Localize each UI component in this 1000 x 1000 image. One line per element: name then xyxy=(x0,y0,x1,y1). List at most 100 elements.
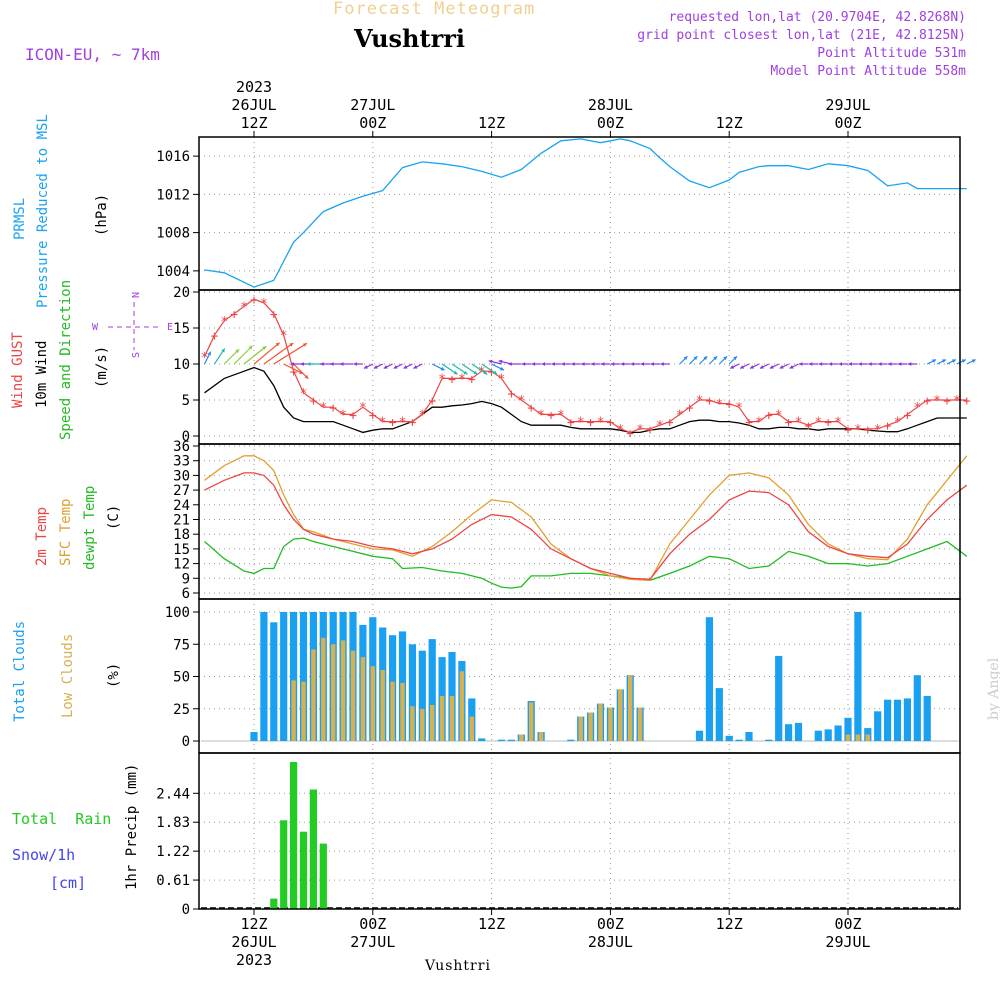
top-time-label: 28JUL xyxy=(588,96,633,114)
wind-direction-arrowhead xyxy=(650,362,654,366)
wind-gust-marker: * xyxy=(359,401,367,416)
wind-direction-arrowhead xyxy=(932,359,937,363)
wind-gust-line xyxy=(203,298,967,434)
wind-gust-marker: * xyxy=(458,372,466,387)
wind-gust-marker: + xyxy=(270,308,278,323)
temp-dewpt-label: dewpt Temp xyxy=(82,486,98,570)
requested-coords: requested lon,lat (20.9704E, 42.8268N) xyxy=(668,10,966,25)
dewpt-temp-line xyxy=(204,537,968,589)
wind-gust-marker: * xyxy=(517,394,525,409)
y-tick-label: 27 xyxy=(173,483,190,499)
wind-gust-marker: * xyxy=(280,329,288,344)
wind-direction-arrow xyxy=(243,345,267,365)
wind-gust-marker: * xyxy=(399,416,407,431)
wind-direction-arrowhead xyxy=(262,346,267,350)
wind-direction-arrowhead xyxy=(848,362,852,366)
wind-direction-arrowhead xyxy=(541,362,545,366)
wind-direction-label: Speed and Direction xyxy=(58,280,74,440)
panel-frame-temp xyxy=(198,443,961,600)
low-clouds-bar xyxy=(360,657,366,741)
rain-bar xyxy=(290,762,298,909)
wind-direction-arrowhead xyxy=(581,362,585,366)
compass-w: W xyxy=(92,322,99,333)
low-clouds-bar xyxy=(519,734,524,741)
wind-direction-arrowhead xyxy=(858,362,862,366)
wind-direction-arrowhead xyxy=(740,365,745,369)
wind-gust-marker: * xyxy=(260,297,268,312)
wind-direction-arrowhead xyxy=(723,356,727,361)
wind-direction-arrowhead xyxy=(888,362,892,366)
wind-direction-arrowhead xyxy=(463,370,468,375)
low-clouds-bar xyxy=(301,681,306,741)
wind-direction-arrowhead xyxy=(600,362,605,366)
wind-unit: (m/s) xyxy=(94,346,110,388)
wind-gust-marker: + xyxy=(567,416,575,431)
precip-unit: 1hr Precip (mm) xyxy=(124,764,140,890)
total-clouds-bar xyxy=(567,739,575,741)
wind-direction-arrowhead xyxy=(620,362,625,366)
total-clouds-bar xyxy=(735,739,743,741)
wind-direction-arrowhead xyxy=(508,362,512,366)
total-clouds-bar xyxy=(775,655,783,741)
y-tick-label: 15 xyxy=(173,321,190,337)
low-clouds-bar xyxy=(845,734,851,741)
total-clouds-bar xyxy=(418,650,426,741)
wind-gust-marker: * xyxy=(339,408,347,423)
total-clouds-bar xyxy=(290,612,298,741)
panel-frame-pressure xyxy=(198,136,961,291)
wind-direction-arrowhead xyxy=(488,359,493,364)
wind-direction-arrowhead xyxy=(483,370,488,375)
wind-direction-arrowhead xyxy=(630,362,635,366)
wind-direction-arrow xyxy=(233,345,253,365)
y-tick-label: 18 xyxy=(173,527,190,543)
wind-gust-marker: * xyxy=(597,416,605,431)
low-clouds-bar xyxy=(598,703,603,741)
top-time-label: 00Z xyxy=(359,114,386,132)
total-clouds-bar xyxy=(299,612,308,741)
total-clouds-bar xyxy=(785,724,793,741)
wind-direction-arrowhead xyxy=(363,365,368,369)
total-clouds-bar xyxy=(794,722,803,741)
wind-direction-arrowhead xyxy=(838,362,842,366)
top-time-label: 12Z xyxy=(240,114,267,132)
wind-gust-marker: * xyxy=(319,401,327,416)
precip-labels: Total Rain Snow/1h [cm] 1hr Precip (mm) xyxy=(12,764,140,892)
wind-direction-arrowhead xyxy=(561,362,565,366)
wind-gust-marker: + xyxy=(606,416,614,431)
total-clouds-bar xyxy=(903,698,911,741)
wind-direction-arrowhead xyxy=(868,362,872,366)
wind-direction-arrowhead xyxy=(750,365,754,369)
total-clouds-bar xyxy=(408,644,416,742)
y-tick-label: 25 xyxy=(173,702,190,718)
wind-direction-arrowhead xyxy=(393,365,398,369)
snow-unit-label: [cm] xyxy=(50,874,86,892)
total-clouds-bar xyxy=(745,732,753,741)
wind-gust-marker: + xyxy=(785,416,793,431)
wind-direction-arrowhead xyxy=(330,362,334,366)
low-clouds-bar xyxy=(865,734,870,741)
wind-gust-marker: * xyxy=(498,372,506,387)
total-clouds-bar xyxy=(834,725,842,741)
wind-gust-label: Wind GUST xyxy=(10,332,26,408)
wind-gust-marker: + xyxy=(923,394,931,409)
bottom-time-label: 12Z xyxy=(240,915,267,933)
pressure-unit: (hPa) xyxy=(94,194,110,236)
clouds-unit: (%) xyxy=(106,663,122,688)
wind-gust-marker: + xyxy=(488,365,496,380)
wind-gust-marker: + xyxy=(646,423,654,438)
y-tick-label: 1004 xyxy=(156,264,190,280)
total-clouds-bar xyxy=(725,735,733,741)
wind-direction-arrowhead xyxy=(897,362,902,366)
y-tick-label: 0 xyxy=(182,734,190,750)
wind-gust-marker: + xyxy=(369,408,377,423)
low-clouds-bar xyxy=(578,716,583,741)
low-clouds-bar xyxy=(618,689,623,741)
wind-gust-marker: + xyxy=(903,408,911,423)
bottom-time-label: 12Z xyxy=(478,915,505,933)
wind-gust-marker: * xyxy=(577,416,585,431)
bottom-time-label: 26JUL xyxy=(231,933,276,951)
total-clouds-bar xyxy=(715,688,723,741)
low-clouds-label: Low Clouds xyxy=(60,634,76,718)
wind-direction-arrowhead xyxy=(660,362,664,366)
